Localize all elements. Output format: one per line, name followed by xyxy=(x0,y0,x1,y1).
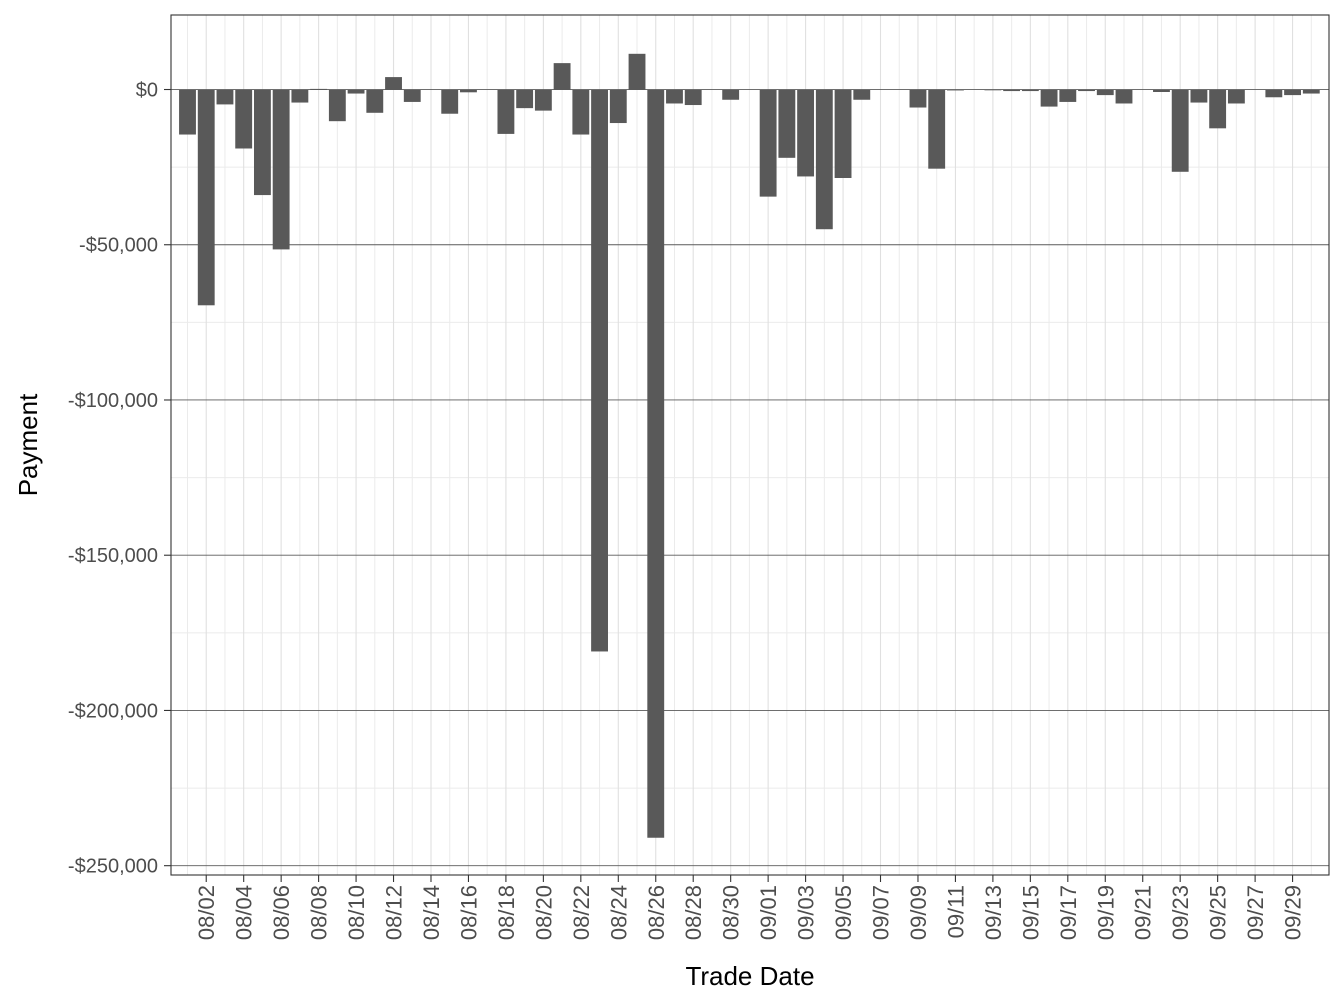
bar-08/12 xyxy=(385,77,402,90)
bar-08/06 xyxy=(272,89,290,250)
bar-08/23 xyxy=(591,89,608,652)
x-tick-label: 09/25 xyxy=(1206,885,1231,940)
x-tick-label: 08/20 xyxy=(531,885,556,940)
bars xyxy=(179,53,1320,838)
bar-09/05 xyxy=(834,89,852,178)
x-tick-label: 09/07 xyxy=(869,885,894,940)
bar-09/13 xyxy=(984,89,1002,91)
bar-08/10 xyxy=(347,89,365,94)
x-tick-label: 08/28 xyxy=(681,885,706,940)
bar-08/07 xyxy=(291,89,309,103)
x-tick-label: 09/23 xyxy=(1168,885,1193,940)
bar-08/16 xyxy=(460,89,477,93)
y-tick-label: -$150,000 xyxy=(68,545,158,567)
y-tick-label: -$200,000 xyxy=(68,700,158,722)
bar-09/17 xyxy=(1059,89,1077,102)
minor-gridlines xyxy=(171,15,1329,875)
bar-09/01 xyxy=(759,89,777,197)
x-tick-label: 08/30 xyxy=(719,885,744,940)
x-tick-label: 08/22 xyxy=(569,885,594,940)
bar-09/29 xyxy=(1284,89,1301,96)
x-axis-title: Trade Date xyxy=(685,961,814,991)
bar-09/28 xyxy=(1265,89,1283,98)
x-tick-label: 08/04 xyxy=(232,885,257,940)
bar-08/13 xyxy=(403,89,421,102)
bar-09/11 xyxy=(947,89,964,91)
bar-09/16 xyxy=(1040,89,1058,107)
bar-08/11 xyxy=(366,89,384,113)
bar-08/01 xyxy=(179,89,196,135)
bar-09/22 xyxy=(1153,89,1170,92)
x-tick-label: 08/16 xyxy=(456,885,481,940)
x-tick-label: 08/12 xyxy=(382,885,407,940)
bar-08/02 xyxy=(197,89,215,306)
x-tick-label: 09/11 xyxy=(943,885,968,938)
x-tick-label: 09/13 xyxy=(981,885,1006,940)
bar-08/30 xyxy=(722,89,740,100)
x-tick-label: 08/24 xyxy=(606,885,631,940)
x-tick-label: 08/26 xyxy=(644,885,669,940)
x-tick-label: 08/02 xyxy=(194,885,219,940)
bar-08/04 xyxy=(235,89,253,149)
x-tick-label: 09/21 xyxy=(1131,885,1156,940)
bar-08/26 xyxy=(647,89,665,838)
x-tick-label: 09/09 xyxy=(906,885,931,940)
x-tick-label: 08/18 xyxy=(494,885,519,940)
x-tick-label: 09/27 xyxy=(1243,885,1268,940)
bar-08/20 xyxy=(534,89,552,111)
bar-09/20 xyxy=(1115,89,1133,104)
bar-08/05 xyxy=(253,89,271,196)
bar-09/03 xyxy=(797,89,815,177)
bar-08/09 xyxy=(328,89,346,122)
x-tick-label: 08/10 xyxy=(344,885,369,940)
x-tick-label: 09/17 xyxy=(1056,885,1081,940)
bar-09/14 xyxy=(1003,89,1021,92)
panel-border xyxy=(170,14,1330,876)
x-tick-label: 09/29 xyxy=(1281,885,1306,940)
bar-09/25 xyxy=(1209,89,1227,129)
y-axis: $0 -$50,000 -$100,000 -$150,000 -$200,000 -$2… xyxy=(68,80,171,878)
x-tick-label: 09/15 xyxy=(1018,885,1043,940)
y-tick-label: -$100,000 xyxy=(68,390,158,412)
y-axis-title: Payment xyxy=(13,393,43,496)
bar-09/04 xyxy=(815,89,833,230)
bar-09/26 xyxy=(1227,89,1245,104)
bar-08/25 xyxy=(628,53,646,90)
x-tick-label: 09/01 xyxy=(756,885,781,940)
x-tick-label: 09/19 xyxy=(1093,885,1118,940)
bar-09/23 xyxy=(1171,89,1189,172)
bar-09/30 xyxy=(1302,89,1320,94)
bar-09/19 xyxy=(1096,89,1114,96)
bar-09/06 xyxy=(853,89,871,100)
bar-08/24 xyxy=(609,89,627,124)
bar-09/10 xyxy=(928,89,946,169)
bar-08/21 xyxy=(553,63,571,90)
bar-09/24 xyxy=(1190,89,1208,103)
x-tick-label: 08/14 xyxy=(419,885,444,940)
bar-08/15 xyxy=(441,89,459,114)
x-axis: 08/02 08/04 08/06 08/08 08/10 08/12 08/14 08/16… xyxy=(194,875,1306,940)
x-tick-label: 09/03 xyxy=(794,885,819,940)
y-tick-label: -$50,000 xyxy=(79,235,158,257)
bar-09/02 xyxy=(778,89,796,158)
x-tick-label: 09/05 xyxy=(831,885,856,940)
bar-08/28 xyxy=(684,89,702,106)
panel-background xyxy=(171,15,1329,875)
x-tick-label: 08/08 xyxy=(307,885,332,940)
bar-08/08 xyxy=(310,88,328,90)
bar-09/18 xyxy=(1078,89,1095,92)
y-tick-label: $0 xyxy=(136,80,158,102)
bar-08/22 xyxy=(572,89,590,135)
bar-09/09 xyxy=(909,89,927,108)
bar-08/19 xyxy=(516,89,534,109)
x-tick-label: 08/06 xyxy=(269,885,294,940)
bar-08/27 xyxy=(666,89,683,104)
major-gridlines xyxy=(171,15,1329,875)
bar-09/15 xyxy=(1021,89,1039,92)
y-tick-label: -$250,000 xyxy=(68,856,158,878)
bar-08/03 xyxy=(216,89,234,105)
bar-08/18 xyxy=(497,89,515,134)
